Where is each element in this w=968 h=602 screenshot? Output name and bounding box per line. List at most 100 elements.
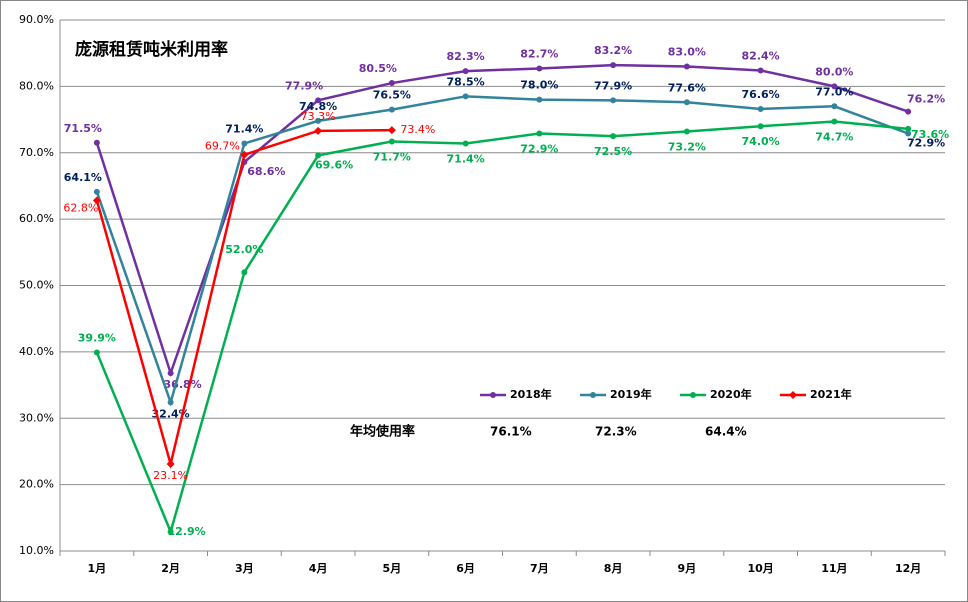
marker [683,99,690,106]
annotation-value: 72.3% [595,425,637,439]
marker [536,96,543,103]
data-label: 36.8% [164,378,202,391]
marker [315,97,322,104]
annotation-label: 年均使用率 [350,424,415,440]
y-tick-label: 20.0% [19,478,54,491]
data-label: 77.9% [594,79,632,92]
data-label: 71.4% [225,122,263,135]
legend-label: 2018年 [510,387,552,401]
data-label: 83.2% [594,44,632,57]
data-label: 52.0% [225,243,263,256]
data-label: 72.9% [907,137,945,150]
legend-marker [490,392,496,398]
data-label: 72.5% [594,145,632,158]
legend-label: 2021年 [810,387,852,401]
marker [610,133,617,140]
data-label: 64.1% [64,171,102,184]
series-line [95,63,909,378]
x-tick-label: 8月 [604,562,623,575]
marker [683,128,690,135]
x-tick-label: 6月 [456,562,475,575]
legend-label: 2020年 [710,387,752,401]
annotation-value: 76.1% [490,425,532,439]
marker [314,126,323,135]
marker [757,67,764,74]
data-label: 82.3% [447,50,485,63]
data-label: 73.2% [668,141,706,154]
data-label: 73.4% [400,123,435,136]
series-line [95,95,909,407]
data-label: 74.7% [815,131,853,144]
data-label: 72.9% [520,143,558,156]
data-label: 62.8% [63,202,98,215]
y-tick-label: 60.0% [19,212,54,225]
x-tick-label: 5月 [383,562,402,575]
marker [387,126,396,135]
y-tick-label: 50.0% [19,279,54,292]
marker [757,123,764,130]
marker [905,130,912,137]
data-label: 39.9% [78,332,116,345]
data-label: 74.8% [299,100,337,113]
data-label: 71.5% [64,122,102,135]
marker [166,460,175,469]
marker [462,140,469,147]
y-tick-label: 30.0% [19,411,54,424]
data-label: 76.5% [373,89,411,102]
marker [315,117,322,124]
data-label: 76.2% [907,93,945,106]
marker [683,63,690,70]
y-tick-label: 10.0% [19,544,54,557]
data-label: 78.0% [520,79,558,92]
y-tick-label: 90.0% [19,13,54,26]
data-label: 12.9% [168,525,206,538]
marker [536,130,543,137]
data-label: 23.1% [153,469,188,482]
data-label: 80.5% [359,62,397,75]
x-tick-label: 10月 [747,562,773,575]
marker [610,62,617,69]
x-tick-label: 4月 [309,562,328,575]
marker [167,528,174,535]
marker [831,83,838,90]
marker [93,139,100,146]
marker [388,106,395,113]
x-tick-label: 9月 [678,562,697,575]
x-tick-label: 11月 [821,562,847,575]
y-tick-label: 40.0% [19,345,54,358]
legend-marker [789,391,797,399]
marker [93,188,100,195]
marker [905,108,912,115]
data-label: 71.7% [373,150,411,163]
data-label: 77.0% [815,85,853,98]
legend-label: 2019年 [610,387,652,401]
marker [167,399,174,406]
data-label: 74.0% [742,135,780,148]
data-label: 82.4% [742,49,780,62]
data-label: 32.4% [152,407,190,420]
data-label: 68.6% [247,165,285,178]
marker [241,269,248,276]
x-tick-label: 2月 [161,562,180,575]
x-tick-label: 3月 [235,562,254,575]
x-tick-label: 1月 [88,562,107,575]
chart-title: 庞源租赁吨米利用率 [75,39,228,60]
legend-marker [590,392,596,398]
data-label: 71.4% [447,152,485,165]
series-line [95,120,909,536]
marker [610,97,617,104]
marker [240,150,249,159]
data-label: 69.6% [315,158,353,171]
marker [757,105,764,112]
marker [462,93,469,100]
y-tick-label: 80.0% [19,79,54,92]
marker [388,138,395,145]
marker [536,65,543,72]
marker [315,152,322,159]
data-label: 69.7% [205,140,240,153]
marker [241,140,248,147]
marker [831,118,838,125]
data-label: 83.0% [668,45,706,58]
